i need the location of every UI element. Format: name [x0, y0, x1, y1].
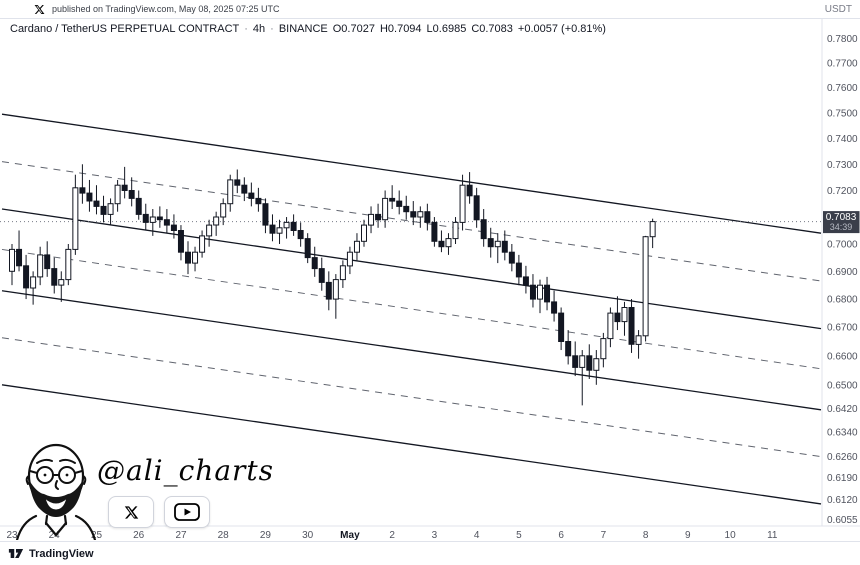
svg-text:7: 7: [601, 530, 607, 541]
svg-text:0.6420: 0.6420: [827, 404, 858, 415]
ali-avatar-sketch: [15, 443, 97, 540]
svg-text:24: 24: [49, 530, 61, 541]
watermark-handle: @ali_charts: [97, 454, 275, 487]
x-logo-icon: [34, 4, 45, 14]
svg-text:29: 29: [260, 530, 272, 541]
svg-text:23: 23: [6, 530, 18, 541]
svg-text:26: 26: [133, 530, 145, 541]
svg-text:6: 6: [558, 530, 564, 541]
svg-text:0.6500: 0.6500: [827, 380, 858, 391]
ohlc-high: H0.7094: [379, 23, 422, 35]
ohlc-low: L0.6985: [426, 23, 467, 35]
svg-text:34:39: 34:39: [830, 222, 853, 232]
svg-text:0.7700: 0.7700: [827, 58, 858, 69]
svg-text:0.6900: 0.6900: [827, 267, 858, 278]
tradingview-logo-icon: [8, 549, 24, 558]
svg-text:0.7083: 0.7083: [826, 212, 857, 223]
svg-text:0.6260: 0.6260: [827, 452, 858, 463]
svg-text:0.7200: 0.7200: [827, 186, 858, 197]
svg-text:0.7000: 0.7000: [827, 240, 858, 251]
published-text: published on TradingView.com, May 08, 20…: [52, 4, 280, 14]
svg-text:25: 25: [91, 530, 103, 541]
x-share-button[interactable]: [108, 496, 154, 528]
svg-text:5: 5: [516, 530, 522, 541]
exchange-label: BINANCE: [278, 23, 328, 35]
youtube-play-icon: [174, 503, 200, 521]
svg-text:9: 9: [685, 530, 691, 541]
price-scale[interactable]: 0.7800 0.7700 0.7600 0.7500 0.7400 0.7300 0.72…: [827, 34, 858, 526]
x-logo-icon: [124, 505, 138, 519]
svg-text:0.6340: 0.6340: [827, 428, 858, 439]
candlestick-chart-canvas[interactable]: 0.7800 0.7700 0.7600 0.7500 0.7400 0.7300 0.72…: [0, 18, 860, 541]
tradingview-brand-link[interactable]: TradingView: [29, 547, 94, 560]
svg-text:4: 4: [474, 530, 480, 541]
svg-text:30: 30: [302, 530, 314, 541]
ohlc-open: O0.7027: [332, 23, 375, 35]
time-scale[interactable]: 23 24 25 26 27 28 29 30 May 2 3 4 5 6 7 8 9 10 11: [6, 530, 777, 541]
legend-separator: ·: [270, 23, 274, 35]
svg-text:8: 8: [643, 530, 649, 541]
svg-text:0.7500: 0.7500: [827, 108, 858, 119]
svg-text:0.6190: 0.6190: [827, 473, 858, 484]
svg-text:0.6055: 0.6055: [827, 515, 858, 526]
chart-legend[interactable]: Cardano / TetherUS PERPETUAL CONTRACT · …: [10, 23, 606, 35]
svg-text:0.7800: 0.7800: [827, 34, 858, 45]
svg-text:27: 27: [175, 530, 187, 541]
ohlc-change: +0.0057 (+0.81%): [517, 23, 606, 35]
svg-text:0.6700: 0.6700: [827, 323, 858, 334]
svg-text:0.7600: 0.7600: [827, 83, 858, 94]
candles[interactable]: [9, 164, 656, 406]
svg-text:0.7300: 0.7300: [827, 160, 858, 171]
svg-text:0.6800: 0.6800: [827, 295, 858, 306]
published-bar: published on TradingView.com, May 08, 20…: [0, 0, 860, 19]
svg-text:0.7400: 0.7400: [827, 134, 858, 145]
svg-text:May: May: [340, 530, 360, 541]
ohlc-close: C0.7083: [471, 23, 513, 35]
youtube-button[interactable]: [164, 496, 210, 528]
social-buttons: [108, 496, 210, 528]
symbol-name: Cardano / TetherUS PERPETUAL CONTRACT: [10, 23, 240, 35]
svg-text:11: 11: [767, 530, 778, 541]
svg-text:2: 2: [389, 530, 395, 541]
attribution-bar: TradingView: [0, 541, 860, 565]
svg-text:3: 3: [432, 530, 438, 541]
svg-text:0.6600: 0.6600: [827, 351, 858, 362]
svg-text:10: 10: [725, 530, 737, 541]
legend-separator: ·: [244, 23, 248, 35]
interval-label: 4h: [252, 23, 266, 35]
svg-text:0.6120: 0.6120: [827, 495, 858, 506]
svg-text:28: 28: [218, 530, 230, 541]
quote-currency-label: USDT: [824, 3, 852, 15]
parallel-channel[interactable]: [1, 113, 822, 505]
